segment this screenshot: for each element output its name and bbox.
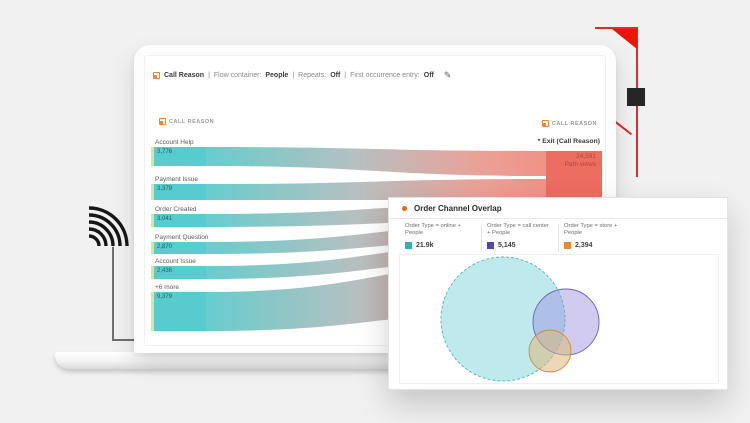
first-occurrence-value: Off (423, 72, 434, 79)
flow-container-value: People (265, 72, 289, 79)
arcs-decoration (88, 206, 129, 247)
left-column-header-label: CALL REASON (169, 118, 215, 125)
first-occurrence-label: First occurrence entry: (350, 72, 420, 79)
repeats-label: Repeats: (298, 72, 327, 79)
exit-path-views-unit: Path views (564, 161, 596, 168)
flow-node-bar[interactable]: 2,436 (151, 266, 206, 279)
legend-divider (558, 224, 559, 252)
right-column-header: CALL REASON (541, 120, 597, 127)
flow-node-bar[interactable]: 3,379 (151, 184, 206, 200)
teal-swatch-icon (405, 242, 412, 249)
flow-settings-toolbar: Call Reason | Flow container: People | R… (153, 70, 451, 81)
flow-row-label: +6 more (155, 284, 180, 291)
legend-divider (481, 224, 482, 252)
flow-node-value: 3,379 (157, 186, 173, 192)
flow-node-value: 9,379 (157, 294, 173, 300)
legend-value: 2,394 (575, 242, 593, 249)
legend-label: Order Type = online + People (405, 223, 461, 236)
flow-row-label: Order Created (155, 206, 197, 213)
legend-item-call-center: Order Type = call center + People 5,145 (487, 223, 553, 249)
flow-row-label: Account Help (155, 139, 194, 146)
flow-row-label: Payment Question (155, 234, 209, 241)
flow-ribbon[interactable] (206, 179, 546, 200)
dimension-icon (541, 120, 549, 127)
separator: | (292, 72, 295, 79)
flow-node-bar[interactable]: 3,041 (151, 214, 206, 227)
legend-item-store: Order Type = store + People 2,394 (564, 223, 636, 249)
red-corner-triangle (612, 29, 637, 49)
flow-node-value: 3,041 (157, 216, 173, 222)
flow-node-value: 3,776 (157, 149, 173, 155)
flow-dimension-label: Call Reason (164, 72, 205, 79)
exit-node-value: 24,591 Path views (565, 153, 596, 169)
flow-ribbon[interactable] (206, 147, 546, 176)
left-column-header: CALL REASON (159, 118, 214, 125)
venn-diagram (440, 256, 600, 382)
dimension-icon (159, 118, 166, 125)
separator: | (344, 72, 347, 79)
flow-node-bar[interactable]: 3,776 (151, 147, 206, 166)
red-frame-top-line (595, 27, 637, 29)
repeats-value: Off (330, 72, 341, 79)
flow-row-label: Account Issue (155, 258, 196, 265)
venn-chart-panel (399, 254, 719, 384)
legend-label: Order Type = store + People (564, 223, 618, 236)
dimension-icon (153, 72, 160, 79)
purple-swatch-icon (487, 242, 494, 249)
order-channel-overlap-card: Order Channel Overlap Order Type = onlin… (388, 197, 728, 390)
legend-value: 5,145 (498, 242, 516, 249)
card-header: Order Channel Overlap (389, 198, 727, 219)
right-column-header-label: CALL REASON (551, 120, 597, 127)
legend-value: 21.9k (416, 242, 434, 249)
exit-node-label: * Exit (Call Reason) (537, 138, 600, 145)
flow-node-value: 2,870 (157, 244, 173, 250)
flow-node-bar[interactable]: 2,870 (151, 242, 206, 254)
card-title: Order Channel Overlap (414, 203, 502, 213)
separator: | (208, 72, 210, 79)
flow-node-bar[interactable]: 9,379 (151, 292, 206, 331)
edit-pencil-icon[interactable]: ✎ (443, 70, 452, 80)
connector-line-vertical (112, 247, 114, 340)
connector-line-horizontal (112, 339, 142, 341)
black-square-decoration (627, 88, 645, 106)
legend-item-online: Order Type = online + People 21.9k (405, 223, 477, 249)
legend-label: Order Type = call center + People (487, 223, 549, 236)
orange-bullet-icon (402, 205, 407, 211)
exit-path-views-count: 24,591 (576, 153, 596, 160)
flow-row-label: Payment Issue (155, 176, 198, 183)
flow-container-label: Flow container: (213, 72, 262, 79)
flow-node-value: 2,436 (157, 268, 173, 274)
venn-circle-store[interactable] (528, 329, 572, 373)
orange-swatch-icon (564, 242, 571, 249)
